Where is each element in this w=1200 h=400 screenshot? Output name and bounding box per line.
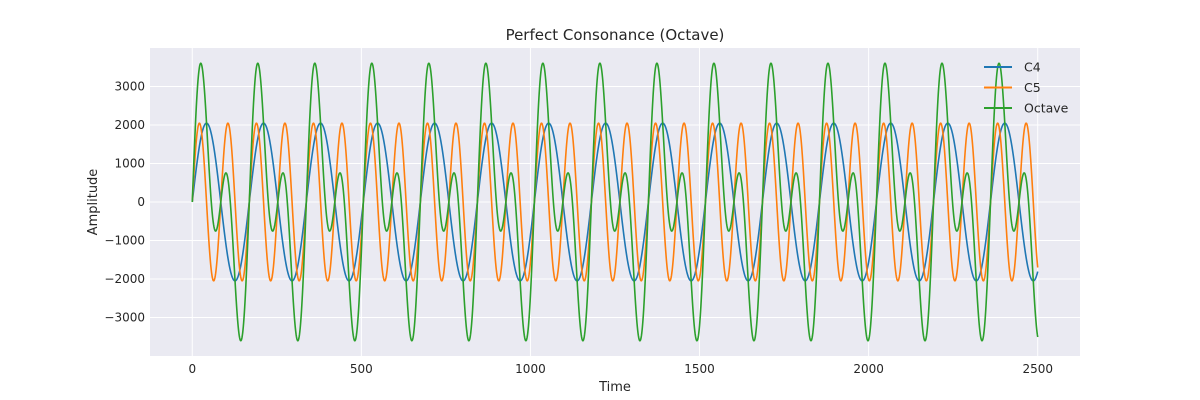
y-axis-label: Amplitude — [86, 169, 101, 236]
legend-label: Octave — [1024, 101, 1069, 116]
x-tick-label: 500 — [350, 362, 373, 376]
y-tick-label: 0 — [137, 195, 145, 209]
legend-label: C5 — [1024, 80, 1041, 95]
x-tick-label: 1500 — [684, 362, 715, 376]
y-tick-label: −3000 — [104, 311, 145, 325]
legend: C4 C5 Octave — [984, 60, 1069, 116]
x-tick-label: 2500 — [1022, 362, 1053, 376]
series-line-octave — [191, 62, 1039, 342]
series-line-c4 — [191, 122, 1039, 282]
legend-label: C4 — [1024, 60, 1041, 75]
x-tick-label: 1000 — [515, 362, 546, 376]
y-tick-label: 2000 — [114, 118, 145, 132]
x-tick-label: 2000 — [853, 362, 884, 376]
series-layer — [191, 62, 1039, 342]
x-axis-label: Time — [598, 380, 631, 395]
y-tick-label: −1000 — [104, 234, 145, 248]
y-tick-label: −2000 — [104, 272, 145, 286]
x-ticks: 0 500 1000 1500 2000 2500 — [188, 362, 1053, 376]
y-tick-label: 1000 — [114, 157, 145, 171]
y-ticks: −3000 −2000 −1000 0 1000 2000 3000 — [104, 80, 145, 325]
x-tick-label: 0 — [188, 362, 196, 376]
chart-title: Perfect Consonance (Octave) — [506, 26, 725, 44]
y-tick-label: 3000 — [114, 80, 145, 94]
series-line-c5 — [191, 122, 1039, 282]
